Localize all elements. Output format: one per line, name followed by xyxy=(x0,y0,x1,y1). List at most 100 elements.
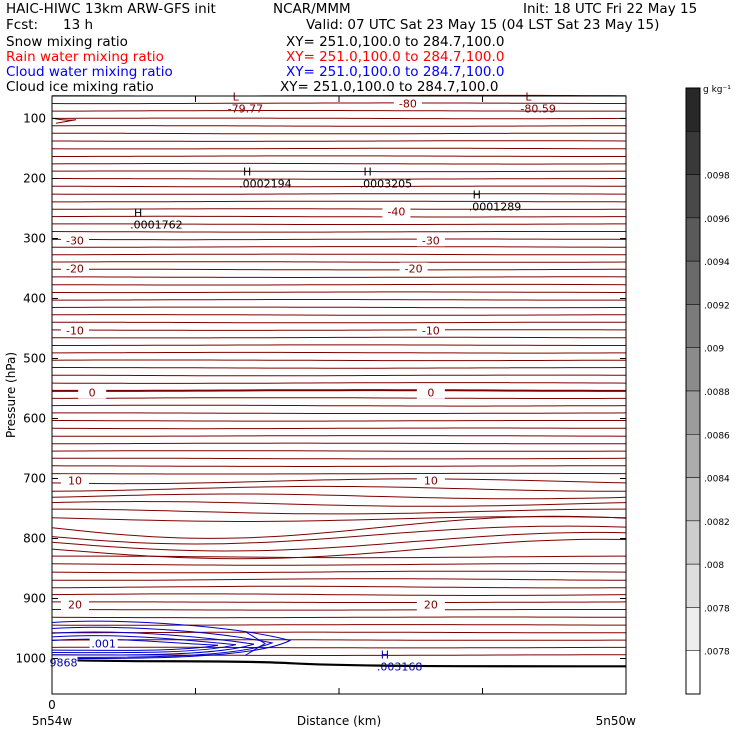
forecast-label: Fcst: xyxy=(6,17,39,33)
colorbar-swatch xyxy=(685,304,701,348)
isotherm-line xyxy=(52,276,627,278)
isotherm-line xyxy=(51,404,627,407)
extremum-mark: L xyxy=(525,91,532,104)
isotherm-line xyxy=(52,397,626,399)
x-axis-title: Distance (km) xyxy=(297,714,381,728)
cloud-water-label: .001 xyxy=(91,638,116,651)
colorbar-swatch xyxy=(685,563,701,608)
extremum-mark: H xyxy=(243,166,251,179)
isotherm-line xyxy=(52,170,627,173)
isotherm-line xyxy=(51,465,626,467)
cloud-water-contour xyxy=(51,620,292,660)
extremum-value: .0001762 xyxy=(130,218,183,231)
isotherm-line xyxy=(52,261,627,263)
isotherm-line xyxy=(52,155,626,157)
isotherm-line xyxy=(52,178,626,180)
colorbar-swatch xyxy=(685,347,701,392)
isotherm-line xyxy=(51,329,626,331)
isotherm-line xyxy=(51,616,626,619)
isotherm-line xyxy=(51,427,626,430)
isotherm-line xyxy=(52,412,627,414)
colorbar-label: .0084 xyxy=(704,475,730,485)
isotherm-label: 0 xyxy=(427,387,434,400)
colorbar-swatch xyxy=(685,87,701,132)
colorbar-swatch xyxy=(685,260,701,305)
isotherm-label: -20 xyxy=(66,263,84,276)
temperature-contours xyxy=(51,94,627,656)
y-tick-label: 200 xyxy=(23,172,46,186)
extremum-value: .0002194 xyxy=(239,178,292,191)
cloud-water-contour xyxy=(51,631,255,656)
isotherm-line xyxy=(52,578,627,581)
isotherm-line xyxy=(52,125,626,127)
colorbar-label: .0078 xyxy=(704,648,730,658)
isotherm-line xyxy=(51,450,626,452)
isotherm-line xyxy=(51,624,626,626)
isotherm-line xyxy=(52,639,626,641)
isotherm-line xyxy=(51,563,626,566)
isotherm-line xyxy=(52,223,626,225)
isotherm-line xyxy=(51,531,627,552)
field-xy-cloud-ice: XY= 251.0,100.0 to 284.7,100.0 xyxy=(280,79,499,95)
isotherm-label: -40 xyxy=(387,206,405,219)
colorbar-label: .0082 xyxy=(704,518,730,528)
isotherm-line xyxy=(52,132,626,135)
extremum-value: -80.59 xyxy=(520,103,555,116)
isotherm-line xyxy=(52,420,626,422)
extremum-mark: H xyxy=(364,166,372,179)
extremum-mark: H xyxy=(473,188,481,201)
colorbar-label: .0092 xyxy=(704,301,730,311)
isotherm-line xyxy=(52,253,627,256)
label-background xyxy=(416,474,445,487)
isotherm-line xyxy=(51,359,626,362)
isotherm-label: -10 xyxy=(66,324,84,337)
colorbar-swatch xyxy=(685,650,701,695)
isotherm-label: 20 xyxy=(68,599,82,612)
field-xy-rain: XY= 251.0,100.0 to 284.7,100.0 xyxy=(286,49,505,65)
isotherm-line xyxy=(51,162,626,165)
isotherm-line xyxy=(51,306,626,309)
colorbar-swatch xyxy=(685,434,701,478)
isotherm-line xyxy=(52,367,627,369)
extremum-mark: H xyxy=(134,206,142,219)
label-background xyxy=(60,262,89,275)
isotherm-line xyxy=(51,485,626,492)
colorbar-swatch xyxy=(685,477,701,522)
x-zero-label: 0 xyxy=(48,698,56,712)
y-tick-label: 800 xyxy=(23,532,46,546)
colorbar-unit: g kg⁻¹ xyxy=(703,85,731,95)
isotherm-line xyxy=(52,344,626,346)
terrain-line xyxy=(51,658,627,668)
colorbar-border xyxy=(685,87,701,695)
label-background xyxy=(60,234,89,247)
cloud-water-contour xyxy=(244,631,266,656)
isotherm-line xyxy=(52,435,627,437)
isotherm-line xyxy=(51,147,626,150)
isotherm-line xyxy=(51,382,627,384)
label-background xyxy=(416,598,445,611)
isotherm-line xyxy=(52,457,627,460)
y-tick-label: 500 xyxy=(23,352,46,366)
isotherm-label: -30 xyxy=(422,234,440,247)
label-background xyxy=(416,386,445,399)
isotherm-line xyxy=(51,631,626,634)
isotherm-line xyxy=(52,110,626,112)
colorbar-label: .009 xyxy=(704,345,724,355)
colorbar-swatch xyxy=(685,131,701,175)
label-background xyxy=(399,262,428,275)
label-background xyxy=(78,386,107,399)
isotherm-line xyxy=(51,646,626,649)
y-tick-label: 900 xyxy=(23,592,46,606)
isotherm-line xyxy=(51,102,626,105)
isotherm-label: 0 xyxy=(89,387,96,400)
isotherm-line xyxy=(51,493,627,500)
colorbar-label: .0096 xyxy=(704,215,730,225)
label-background xyxy=(393,97,422,110)
field-label-rain: Rain water mixing ratio xyxy=(6,49,164,65)
x-end-label: 5n50w xyxy=(596,714,637,728)
isotherm-label: -80 xyxy=(399,98,417,111)
isotherm-line xyxy=(52,200,627,203)
isotherm-line xyxy=(52,283,627,286)
